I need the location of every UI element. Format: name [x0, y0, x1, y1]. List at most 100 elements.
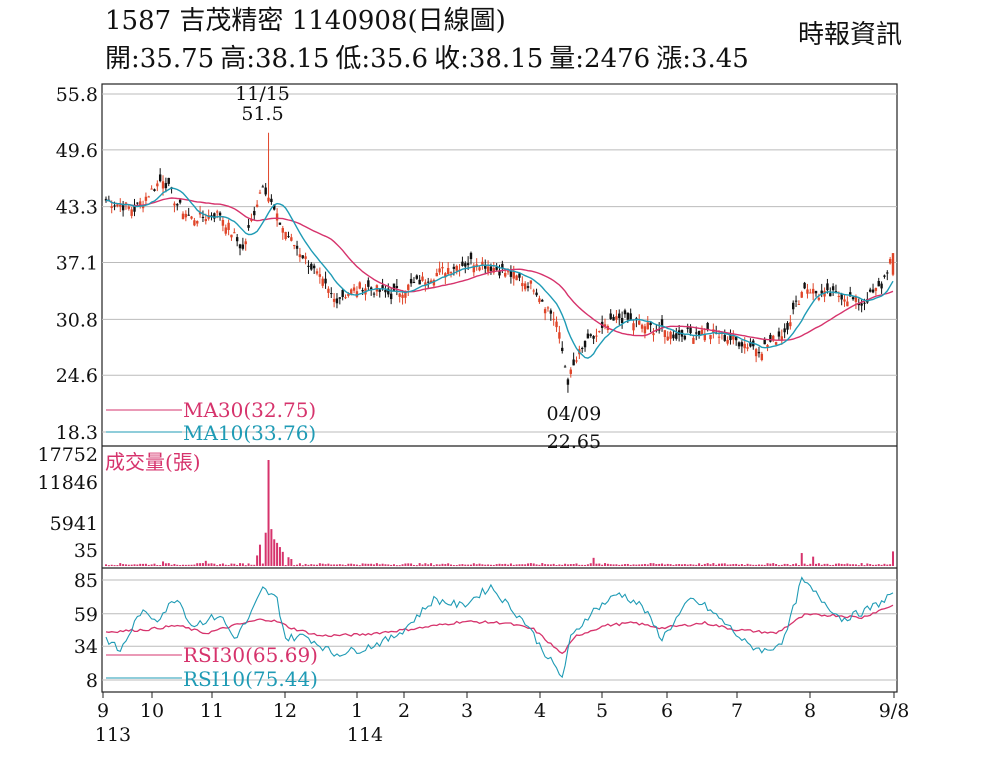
volume-bar — [316, 564, 319, 566]
volume-bar — [817, 563, 820, 566]
candle-body — [130, 209, 133, 216]
volume-bar — [133, 564, 136, 566]
volume-bar — [686, 564, 689, 566]
volume-bar — [221, 563, 224, 566]
volume-bar — [421, 564, 424, 566]
candle-body — [167, 177, 170, 184]
high-date-annotation: 11/15 — [235, 83, 290, 105]
volume-bar — [549, 564, 552, 566]
candle-body — [572, 359, 575, 366]
candle-body — [401, 294, 404, 298]
volume-bar — [430, 563, 433, 566]
volume-bar — [273, 539, 276, 566]
candle-body — [829, 293, 832, 297]
candle-body — [700, 329, 704, 335]
volume-bar — [458, 564, 461, 566]
volume-bar — [239, 563, 242, 566]
volume-bar — [184, 564, 187, 566]
x-tick-label: 11 — [200, 700, 224, 722]
volume-bar — [475, 564, 478, 566]
candle-body — [769, 334, 772, 342]
volume-bar — [370, 563, 373, 566]
candle-body — [381, 285, 384, 289]
candle-body — [868, 289, 872, 292]
x-tick-year-label: 113 — [95, 724, 131, 746]
x-tick-label: 9/8 — [879, 700, 910, 722]
ohlc-item: 高:38.15 — [220, 44, 330, 74]
candle-body — [575, 360, 578, 362]
volume-bar — [313, 564, 316, 566]
volume-bar — [823, 563, 826, 566]
candle-body — [398, 293, 401, 297]
candle-body — [783, 328, 786, 333]
volume-bar — [261, 563, 264, 566]
candle-body — [230, 234, 233, 238]
volume-bar — [270, 529, 273, 566]
volume-bar — [612, 564, 615, 566]
candle-body — [295, 245, 299, 249]
candle-body — [392, 283, 396, 291]
low-date-annotation: 04/09 — [547, 403, 602, 425]
candle-body — [418, 279, 421, 285]
volume-bar — [595, 563, 598, 566]
rsi30-legend-label: RSI30(65.69) — [183, 643, 318, 667]
candle-body — [734, 336, 738, 341]
volume-bar — [487, 564, 490, 566]
candle-body — [849, 292, 852, 297]
volume-bar — [749, 564, 752, 566]
candle-body — [435, 272, 438, 277]
volume-bar — [752, 564, 755, 566]
volume-bar — [666, 563, 669, 566]
candle-body — [706, 322, 709, 330]
candle-body — [147, 196, 150, 198]
x-tick-label: 7 — [731, 700, 743, 722]
volume-bar — [330, 564, 333, 566]
candle-body — [689, 327, 692, 334]
volume-bar — [224, 564, 227, 566]
candle-body — [541, 299, 544, 302]
candle-body — [675, 333, 678, 339]
candle-body — [178, 199, 182, 203]
volume-bar — [213, 563, 216, 566]
volume-bar — [244, 565, 247, 567]
candle-body — [786, 322, 789, 330]
candle-body — [620, 317, 624, 324]
volume-bar — [256, 555, 259, 566]
candle-body — [526, 286, 530, 288]
volume-bar — [763, 564, 766, 566]
candle-body — [598, 331, 601, 333]
volume-bar — [663, 564, 666, 566]
candle-body — [888, 259, 892, 264]
candle-body — [777, 331, 781, 337]
volume-bar — [219, 564, 222, 566]
volume-bar — [518, 564, 521, 566]
volume-bar — [253, 564, 256, 566]
volume-bar — [464, 564, 467, 566]
price-tick-label: 43.3 — [56, 197, 98, 219]
candle-body — [119, 204, 122, 207]
volume-bar — [455, 565, 458, 567]
candle-body — [803, 282, 806, 289]
x-tick-label: 8 — [804, 700, 816, 722]
candle-body — [592, 335, 595, 339]
volume-bar — [755, 564, 758, 566]
candle-body — [561, 347, 564, 352]
volume-bar — [849, 564, 852, 566]
volume-bar — [592, 557, 595, 566]
volume-bar — [167, 563, 170, 566]
candle-body — [794, 300, 798, 302]
volume-bar — [641, 564, 644, 566]
volume-bar — [820, 564, 823, 566]
volume-bar — [566, 564, 569, 566]
candle-body — [834, 291, 838, 293]
volume-bar — [658, 563, 661, 566]
x-tick-label: 4 — [534, 700, 546, 722]
candle-body — [586, 333, 590, 339]
volume-bar — [712, 563, 715, 566]
volume-bar — [869, 564, 872, 566]
volume-bar — [110, 564, 113, 566]
volume-bar — [201, 563, 204, 566]
candle-body — [153, 189, 156, 191]
volume-bar — [398, 565, 401, 567]
